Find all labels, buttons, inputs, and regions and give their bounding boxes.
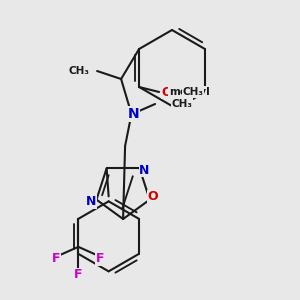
Text: N: N [140, 164, 150, 177]
Text: CH₃: CH₃ [68, 66, 89, 76]
Text: CH₃: CH₃ [171, 99, 192, 109]
Text: O: O [162, 85, 172, 98]
Text: CH₃: CH₃ [182, 87, 203, 97]
Text: F: F [52, 252, 61, 265]
Text: N: N [127, 107, 139, 121]
Text: F: F [74, 268, 82, 281]
Text: N: N [86, 195, 97, 208]
Text: O: O [147, 190, 158, 203]
Text: methyl: methyl [169, 87, 209, 97]
Text: F: F [96, 252, 105, 265]
